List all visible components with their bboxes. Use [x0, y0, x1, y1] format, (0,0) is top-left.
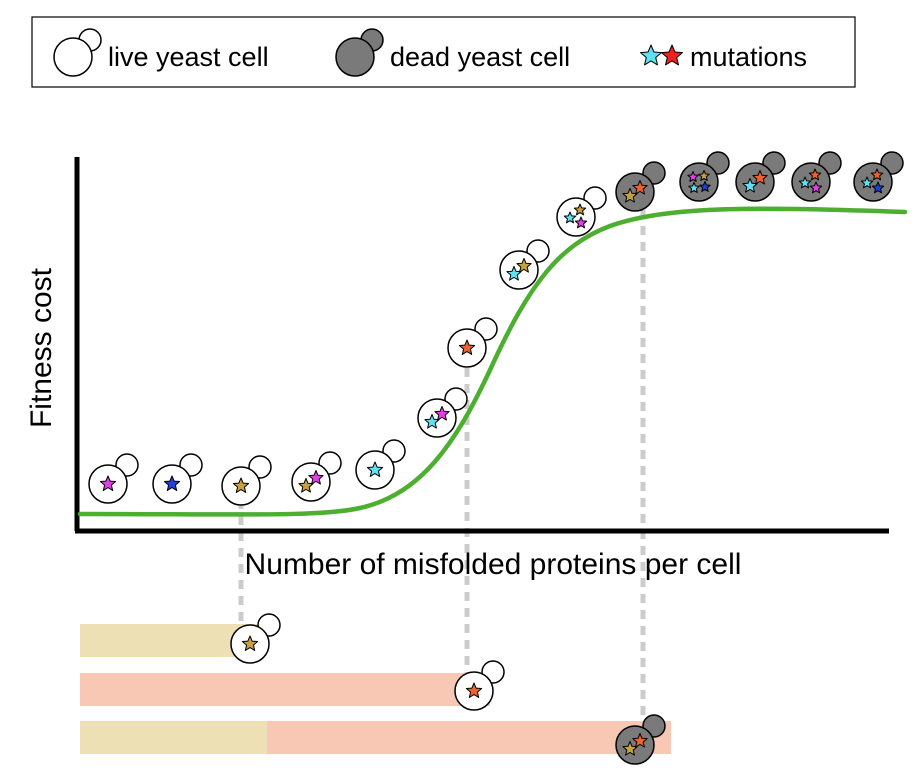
- cell-body: [735, 162, 775, 202]
- yeast-cell-2: [152, 453, 203, 504]
- cells-group: [88, 151, 904, 506]
- yeast-cell-3: [221, 455, 272, 506]
- yeast-cell-5: [355, 439, 406, 490]
- cell-body: [853, 162, 893, 202]
- mutation-star-icon: [241, 635, 259, 651]
- yeast-cell-6: [417, 387, 468, 438]
- mutation-star-icon: [232, 477, 250, 493]
- dashed-guides: [238, 210, 646, 738]
- mutation-star-icon: [698, 170, 710, 181]
- yeast-cell-1: [88, 453, 139, 504]
- bar-3-tan-segment: [80, 721, 267, 754]
- mutation-star-icon: [632, 180, 648, 195]
- legend-live-label: live yeast cell: [108, 42, 269, 72]
- cell-body: [615, 172, 655, 212]
- mutation-star-icon: [870, 168, 884, 181]
- mutation-star-icon: [640, 44, 662, 66]
- mutation-star-icon: [752, 170, 768, 185]
- mutation-star-icon: [809, 181, 823, 194]
- bar-1-cell: [230, 613, 281, 664]
- yeast-cell-8: [499, 239, 550, 290]
- legend-mutation-stars-icon: [640, 44, 683, 66]
- bar-2: [80, 673, 490, 706]
- cell-body: [291, 462, 331, 502]
- bars-group: [80, 624, 671, 754]
- axes: [74, 157, 889, 534]
- mutation-star-icon: [573, 203, 587, 216]
- yeast-cell-4: [291, 451, 342, 502]
- mutation-star-icon: [99, 475, 117, 491]
- fitness-curve: [77, 206, 908, 517]
- cell-body: [417, 398, 457, 438]
- mutation-star-icon: [699, 181, 711, 192]
- mutation-star-icon: [308, 470, 324, 485]
- mutation-star-icon: [661, 44, 683, 66]
- yeast-cell-7: [447, 317, 498, 368]
- mutation-star-icon: [688, 182, 700, 193]
- mutation-star-icon: [632, 733, 648, 748]
- yeast-cell-9: [556, 186, 607, 237]
- legend-dead-label: dead yeast cell: [390, 42, 570, 72]
- yeast-cell-13: [791, 151, 842, 202]
- mutation-star-icon: [871, 181, 885, 194]
- bar-2-cell: [454, 660, 505, 711]
- y-axis-label: Fitness cost: [25, 267, 58, 428]
- mutation-star-icon: [574, 216, 588, 229]
- legend-live-cell-icon: [53, 28, 102, 77]
- yeast-cell-10: [615, 161, 666, 212]
- mutation-star-icon: [516, 258, 532, 273]
- bar-3-cell: [615, 714, 666, 765]
- mutation-star-icon: [163, 475, 181, 491]
- cell-body: [615, 725, 655, 765]
- yeast-cell-11: [679, 151, 730, 202]
- legend: live yeast cell dead yeast cell mutation…: [31, 16, 856, 88]
- mutation-star-icon: [434, 406, 450, 421]
- mutation-star-icon: [458, 339, 476, 355]
- cell-body: [556, 197, 596, 237]
- cell-body: [679, 162, 719, 202]
- bar-3-salmon-segment: [267, 721, 671, 754]
- mutation-star-icon: [798, 176, 812, 189]
- x-axis-label: Number of misfolded proteins per cell: [245, 548, 742, 581]
- mutation-star-icon: [366, 461, 384, 477]
- legend-box: [31, 16, 856, 88]
- legend-mutations-label: mutations: [690, 42, 807, 72]
- yeast-cell-12: [735, 151, 786, 202]
- yeast-cell-14: [853, 151, 904, 202]
- mutation-star-icon: [687, 171, 699, 182]
- cell-body: [499, 250, 539, 290]
- bar-cells-group: [230, 613, 666, 765]
- mutation-star-icon: [465, 682, 483, 698]
- mutation-star-icon: [563, 211, 577, 224]
- mutation-star-icon: [860, 176, 874, 189]
- cell-body: [791, 162, 831, 202]
- legend-dead-cell-icon: [335, 28, 384, 77]
- mutation-star-icon: [808, 168, 822, 181]
